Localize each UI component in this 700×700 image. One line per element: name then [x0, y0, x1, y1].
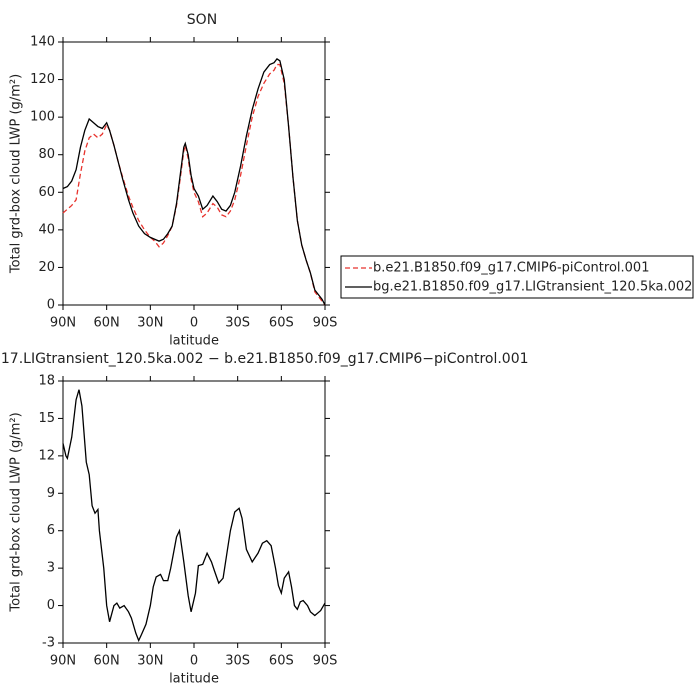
y-tick-label: 12 — [38, 448, 55, 463]
y-tick-label: 3 — [47, 561, 55, 576]
y-axis-label: Total grd-box cloud LWP (g/m²) — [9, 74, 24, 274]
x-axis-label: latitude — [169, 672, 219, 687]
series-line — [62, 389, 326, 643]
y-tick-label: 120 — [30, 72, 55, 87]
x-tick-label: 60N — [94, 654, 120, 669]
y-tick-label: 100 — [30, 110, 55, 125]
y-tick-label: 9 — [47, 486, 55, 501]
x-tick-label: 30S — [225, 654, 250, 669]
y-tick-label: 140 — [30, 35, 55, 50]
y-tick-label: 6 — [47, 523, 55, 538]
y-tick-label: -3 — [42, 636, 55, 651]
x-tick-label: 90N — [50, 654, 76, 669]
legend-label: b.e21.B1850.f09_g17.CMIP6-piControl.001 — [373, 261, 649, 276]
y-tick-label: 40 — [38, 222, 55, 237]
y-tick-label: 15 — [38, 411, 55, 426]
x-tick-label: 60S — [269, 654, 294, 669]
plot-frame — [62, 41, 326, 306]
x-tick-label: 90S — [313, 654, 338, 669]
chart-title: bg.e21.B1850.f09_g17.LIGtransient_120.5k… — [0, 351, 529, 367]
y-tick-label: 18 — [38, 374, 55, 389]
chart-title: SON — [187, 12, 217, 28]
y-tick-label: 80 — [38, 147, 55, 162]
x-tick-label: 30N — [137, 316, 163, 331]
y-tick-label: 0 — [47, 298, 55, 313]
y-tick-label: 60 — [38, 185, 55, 200]
x-tick-label: 0 — [190, 316, 198, 331]
y-tick-label: 0 — [47, 598, 55, 613]
plot-frame — [62, 380, 326, 644]
x-tick-label: 90N — [50, 316, 76, 331]
x-tick-label: 60S — [269, 316, 294, 331]
y-tick-label: 20 — [38, 260, 55, 275]
legend: b.e21.B1850.f09_g17.CMIP6-piControl.001b… — [340, 255, 694, 299]
series-line — [62, 63, 326, 306]
y-axis-label: Total grd-box cloud LWP (g/m²) — [9, 412, 24, 612]
x-tick-label: 0 — [190, 654, 198, 669]
x-axis-label: latitude — [169, 334, 219, 349]
x-tick-label: 30S — [225, 316, 250, 331]
legend-box — [340, 255, 694, 299]
series-line — [62, 58, 326, 306]
x-tick-label: 60N — [94, 316, 120, 331]
legend-label: bg.e21.B1850.f09_g17.LIGtransient_120.5k… — [373, 280, 692, 295]
x-tick-label: 90S — [313, 316, 338, 331]
x-tick-label: 30N — [137, 654, 163, 669]
